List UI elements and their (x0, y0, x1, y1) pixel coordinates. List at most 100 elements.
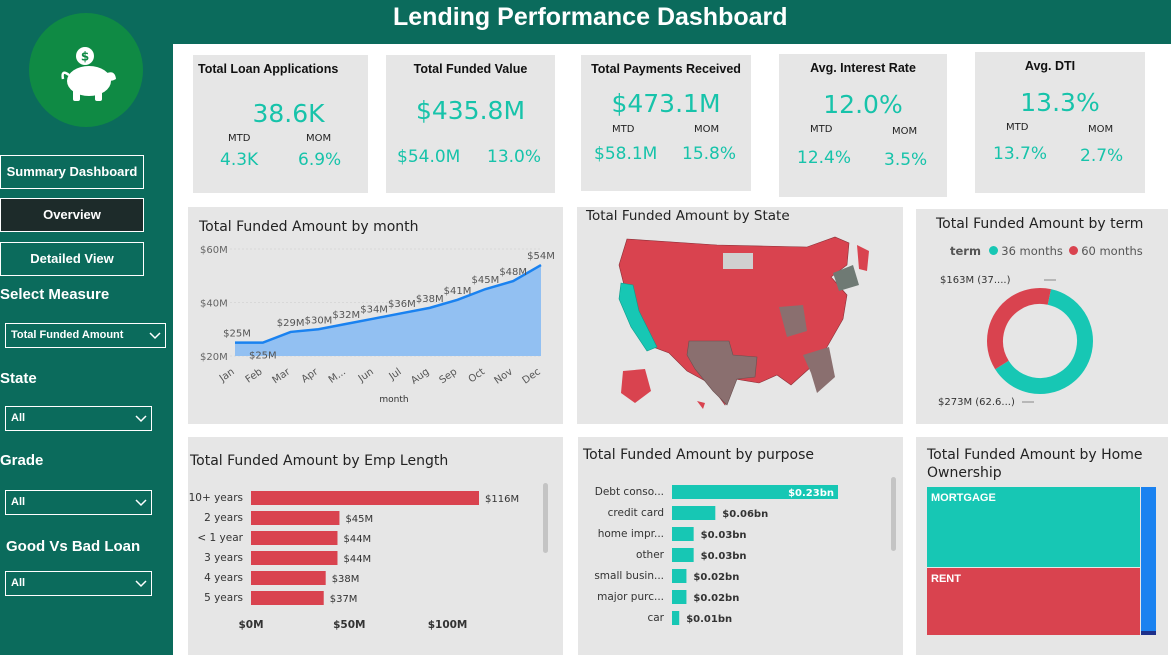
state-select[interactable]: All (5, 406, 152, 431)
data-label: $0.01bn (686, 614, 732, 625)
kpi-value: 13.3% (1020, 88, 1100, 117)
kpi-total-funded-value[interactable]: Total Funded Value $435.8M $54.0M 13.0% (386, 55, 555, 193)
kpi-mom-label: MOM (694, 124, 720, 135)
scrollbar[interactable] (543, 483, 548, 553)
loan-quality-select[interactable]: All (5, 571, 152, 596)
x-tick-label: M... (327, 366, 348, 385)
x-tick-label: Aug (409, 366, 431, 386)
kpi-avg-interest-rate[interactable]: Avg. Interest Rate 12.0% MTD MOM 12.4% 3… (779, 54, 947, 197)
category-label: home impr... (598, 528, 664, 540)
slice-label-60-months: $163M (37....) (940, 275, 1011, 286)
x-tick-label: $100M (428, 619, 468, 631)
kpi-mom-label: MOM (1088, 124, 1114, 135)
chevron-down-icon (135, 499, 147, 507)
kpi-avg-dti[interactable]: Avg. DTI 13.3% MTD MOM 13.7% 2.7% (975, 52, 1145, 193)
kpi-total-loan-applications[interactable]: Total Loan Applications 38.6K MTD MOM 4.… (193, 55, 368, 193)
measure-select-value: Total Funded Amount (11, 329, 124, 341)
data-label: $38M (416, 294, 444, 305)
y-tick-label: $20M (200, 352, 228, 363)
kpi-title: Avg. DTI (1024, 59, 1076, 73)
bar (672, 485, 838, 499)
kpi-mom: 6.9% (298, 150, 342, 170)
kpi-mom: 2.7% (1080, 146, 1124, 166)
us-state-map[interactable] (577, 207, 903, 424)
kpi-title: Avg. Interest Rate (810, 61, 916, 75)
data-label: $48M (499, 267, 527, 278)
chart-title: Total Funded Amount by month (199, 219, 419, 235)
filter-label-measure: Select Measure (0, 286, 110, 303)
nav-overview[interactable]: Overview (0, 198, 144, 232)
us-map-hawaii (697, 401, 705, 409)
treemap-cell-rent[interactable]: RENT (927, 568, 1140, 635)
chart-title: Total Funded Amount by Emp Length (190, 453, 449, 469)
data-label: $30M (305, 315, 333, 326)
nav-detailed-view[interactable]: Detailed View (0, 242, 144, 276)
bar (672, 569, 687, 583)
kpi-mom: 3.5% (884, 150, 928, 170)
y-tick-label: $40M (200, 299, 228, 310)
kpi-title: Total Funded Value (413, 62, 528, 76)
bar (251, 511, 340, 525)
grade-select-value: All (11, 496, 26, 508)
purpose-bar-chart[interactable]: Debt conso... $0.23bn credit card $0.06bn ho… (578, 437, 903, 655)
treemap-cell-own[interactable] (1141, 487, 1156, 631)
term-donut-chart[interactable]: $163M (37....) $273M (62.6...) (916, 209, 1168, 424)
bar (672, 611, 680, 625)
bar (251, 531, 338, 545)
category-label: 10+ years (189, 492, 243, 504)
bar (672, 548, 694, 562)
legend-item-36-months: 36 months (1001, 244, 1063, 258)
data-label: $36M (388, 299, 416, 310)
treemap-cell-mortgage[interactable]: MORTGAGE (927, 487, 1140, 567)
kpi-mtd: $58.1M (594, 144, 658, 164)
card-funded-by-state: Total Funded Amount by State (577, 207, 903, 424)
data-label: $25M (249, 351, 277, 362)
chart-title: Total Funded Amount by State (586, 208, 790, 224)
piggy-bank-dollar-icon: $ (61, 47, 116, 101)
card-funded-by-emp-length: Total Funded Amount by Emp Length 10+ ye… (188, 437, 563, 655)
us-map-new-york (833, 265, 859, 291)
emp-length-bar-chart[interactable]: 10+ years $116M 2 years $45M < 1 year $44M 3 y… (188, 437, 563, 655)
card-funded-by-month: Total Funded Amount by month $20M $40M $60… (188, 207, 563, 424)
data-label: $0.06bn (722, 509, 768, 520)
month-area-chart[interactable]: $20M $40M $60M $25M Jan $25M Feb $29M Mar $30M Apr… (188, 207, 563, 424)
chart-title: Total Funded Amount by Home Ownership (927, 447, 1143, 481)
treemap-label: RENT (931, 573, 961, 585)
x-tick-label: Jul (387, 366, 404, 383)
donut-slice-36-months (987, 288, 1093, 394)
slice-label-36-months: $273M (62.6...) (938, 397, 1015, 408)
nav-summary-dashboard[interactable]: Summary Dashboard (0, 155, 144, 189)
filter-label-state: State (0, 370, 37, 387)
bar (672, 590, 687, 604)
kpi-title: Total Loan Applications (198, 62, 339, 76)
legend-item-60-months: 60 months (1081, 244, 1143, 258)
treemap-label: MORTGAGE (931, 492, 996, 504)
kpi-mtd: $54.0M (397, 147, 461, 167)
data-label: $38M (332, 574, 360, 585)
category-label: small busin... (594, 570, 664, 582)
kpi-total-payments-received[interactable]: Total Payments Received $473.1M MTD MOM … (581, 55, 751, 191)
category-label: car (647, 612, 664, 624)
x-tick-label: Dec (521, 366, 543, 386)
svg-text:$: $ (81, 50, 89, 64)
grade-select[interactable]: All (5, 490, 152, 515)
series-line (235, 263, 542, 344)
kpi-mtd: 12.4% (797, 148, 852, 168)
logo: $ (29, 13, 143, 127)
data-label: $0.03bn (701, 551, 747, 562)
measure-select[interactable]: Total Funded Amount (5, 323, 166, 348)
treemap-cell-other[interactable] (1141, 631, 1156, 635)
kpi-mtd: 13.7% (993, 144, 1048, 164)
bar (251, 571, 326, 585)
legend-dot-36 (988, 246, 998, 255)
bar (672, 506, 716, 520)
data-label: $0.02bn (693, 572, 739, 583)
legend-dot-60 (1068, 246, 1078, 255)
term-legend[interactable]: term 36 months 60 months (950, 244, 1143, 258)
y-tick-label: $60M (200, 245, 228, 256)
scrollbar[interactable] (891, 477, 896, 551)
us-map-north-dakota (723, 253, 753, 269)
kpi-mtd: 4.3K (220, 150, 259, 170)
us-map-ohio-region (779, 305, 807, 337)
kpi-value: $473.1M (611, 89, 721, 118)
